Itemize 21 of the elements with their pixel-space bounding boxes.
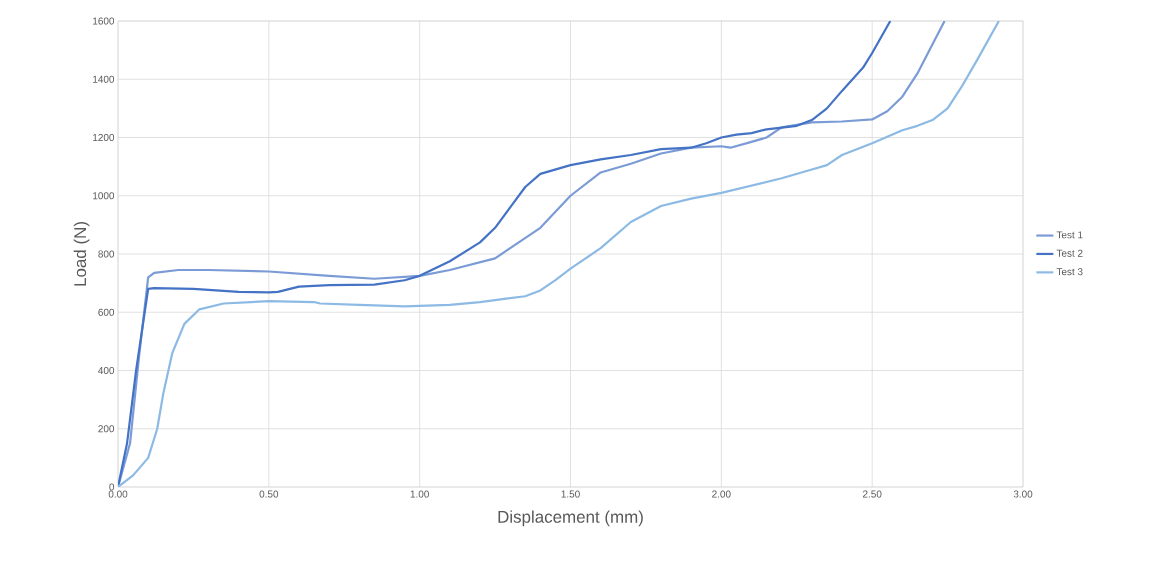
y-tick-label: 1400	[93, 75, 115, 83]
y-tick-label: 1000	[93, 192, 115, 200]
x-axis-title: Displacement (mm)	[498, 510, 643, 527]
x-tick-label: 2.00	[712, 490, 731, 498]
legend-label: Test 3	[1056, 268, 1083, 276]
y-tick-label: 400	[98, 366, 115, 375]
y-tick-label: 200	[98, 425, 115, 433]
y-tick-label: 600	[98, 308, 115, 316]
x-tick-label: 1.00	[410, 490, 429, 498]
y-tick-label: 1600	[93, 17, 115, 25]
x-tick-label: 0.50	[259, 490, 279, 498]
y-axis-title: Load (N)	[73, 222, 90, 286]
y-tick-label: 1200	[93, 133, 115, 142]
x-tick-label: 1.50	[561, 490, 580, 498]
y-tick-label: 0	[109, 483, 115, 491]
legend-label: Test 2	[1056, 249, 1083, 257]
x-tick-label: 3.00	[1013, 490, 1033, 498]
y-tick-label: 800	[98, 250, 115, 258]
legend-label: Test 1	[1056, 231, 1083, 239]
x-tick-label: 0.00	[108, 490, 128, 498]
x-tick-label: 2.50	[862, 490, 882, 498]
